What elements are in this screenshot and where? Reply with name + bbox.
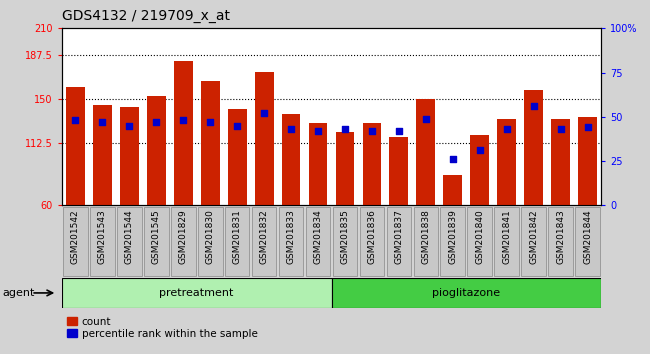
Text: GSM201841: GSM201841 [502, 209, 512, 264]
Point [556, 126, 566, 132]
FancyBboxPatch shape [333, 207, 358, 276]
Text: GSM201830: GSM201830 [205, 209, 214, 264]
Point [528, 103, 539, 109]
FancyBboxPatch shape [63, 207, 88, 276]
FancyBboxPatch shape [521, 207, 546, 276]
Bar [443, 175, 462, 205]
FancyBboxPatch shape [144, 207, 168, 276]
FancyBboxPatch shape [332, 278, 601, 308]
Point [70, 118, 81, 123]
Bar [120, 107, 138, 205]
Bar [147, 96, 166, 205]
FancyBboxPatch shape [387, 207, 411, 276]
Bar [389, 137, 408, 205]
Bar [281, 114, 300, 205]
Point [448, 156, 458, 162]
FancyBboxPatch shape [198, 207, 222, 276]
Bar [227, 109, 246, 205]
Point [205, 119, 215, 125]
Text: GSM201543: GSM201543 [98, 209, 107, 264]
Text: GSM201832: GSM201832 [259, 209, 268, 264]
Bar [551, 119, 570, 205]
Point [313, 128, 323, 134]
Bar [417, 99, 436, 205]
FancyBboxPatch shape [359, 207, 384, 276]
Point [502, 126, 512, 132]
FancyBboxPatch shape [575, 207, 600, 276]
Bar [363, 123, 382, 205]
Text: GSM201840: GSM201840 [475, 209, 484, 264]
Point [232, 123, 242, 129]
Legend: count, percentile rank within the sample: count, percentile rank within the sample [67, 317, 257, 339]
Point [97, 119, 107, 125]
Point [286, 126, 296, 132]
Bar [201, 81, 220, 205]
Bar [309, 123, 328, 205]
Text: GSM201838: GSM201838 [421, 209, 430, 264]
Text: GSM201834: GSM201834 [313, 209, 322, 264]
FancyBboxPatch shape [306, 207, 330, 276]
FancyBboxPatch shape [441, 207, 465, 276]
Text: GSM201542: GSM201542 [71, 209, 80, 264]
Text: GSM201831: GSM201831 [233, 209, 242, 264]
FancyBboxPatch shape [90, 207, 114, 276]
Point [151, 119, 161, 125]
Text: pioglitazone: pioglitazone [432, 288, 500, 298]
FancyBboxPatch shape [62, 278, 332, 308]
FancyBboxPatch shape [171, 207, 196, 276]
Point [259, 110, 269, 116]
FancyBboxPatch shape [467, 207, 492, 276]
Bar [255, 72, 274, 205]
Text: GSM201844: GSM201844 [583, 209, 592, 264]
Text: GSM201544: GSM201544 [125, 209, 134, 264]
Text: GSM201837: GSM201837 [395, 209, 404, 264]
Point [582, 125, 593, 130]
Bar [174, 61, 192, 205]
Bar [335, 132, 354, 205]
Bar [66, 87, 84, 205]
FancyBboxPatch shape [279, 207, 304, 276]
Bar [471, 135, 489, 205]
Point [367, 128, 377, 134]
Text: GSM201836: GSM201836 [367, 209, 376, 264]
Text: pretreatment: pretreatment [159, 288, 234, 298]
Point [178, 118, 188, 123]
Point [394, 128, 404, 134]
FancyBboxPatch shape [225, 207, 250, 276]
Text: GSM201842: GSM201842 [529, 209, 538, 264]
Text: GSM201843: GSM201843 [556, 209, 566, 264]
Text: GSM201833: GSM201833 [287, 209, 296, 264]
Point [340, 126, 350, 132]
Text: agent: agent [2, 288, 34, 298]
FancyBboxPatch shape [495, 207, 519, 276]
FancyBboxPatch shape [413, 207, 438, 276]
Text: GDS4132 / 219709_x_at: GDS4132 / 219709_x_at [62, 9, 229, 23]
Text: GSM201545: GSM201545 [151, 209, 161, 264]
Point [421, 116, 431, 121]
FancyBboxPatch shape [117, 207, 142, 276]
Text: GSM201839: GSM201839 [448, 209, 458, 264]
Point [474, 148, 485, 153]
Bar [93, 105, 112, 205]
Bar [578, 117, 597, 205]
FancyBboxPatch shape [549, 207, 573, 276]
Bar [497, 119, 516, 205]
Text: GSM201829: GSM201829 [179, 209, 188, 264]
Text: GSM201835: GSM201835 [341, 209, 350, 264]
FancyBboxPatch shape [252, 207, 276, 276]
Point [124, 123, 135, 129]
Bar [525, 90, 543, 205]
